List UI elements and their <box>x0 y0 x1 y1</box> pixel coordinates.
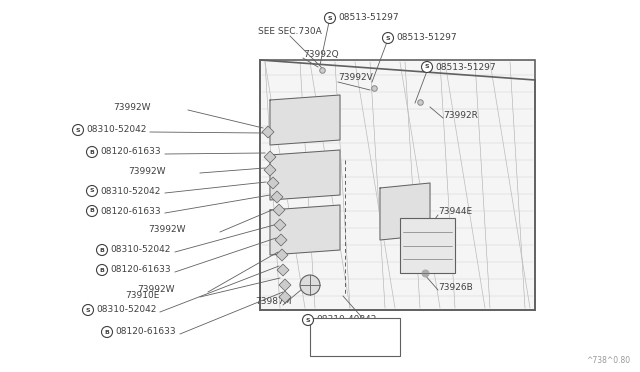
Text: 08513-51297: 08513-51297 <box>396 33 456 42</box>
Text: B: B <box>100 247 104 253</box>
Polygon shape <box>264 164 276 176</box>
Text: 73992V: 73992V <box>338 74 372 83</box>
Circle shape <box>86 205 97 217</box>
Circle shape <box>324 13 335 23</box>
Text: B: B <box>100 267 104 273</box>
Text: 08310-52042: 08310-52042 <box>110 246 170 254</box>
Text: SEE SEC.730A: SEE SEC.730A <box>258 28 322 36</box>
Text: 08120-61633: 08120-61633 <box>100 148 161 157</box>
Circle shape <box>97 264 108 276</box>
Text: S: S <box>328 16 332 20</box>
Bar <box>400 218 455 273</box>
Circle shape <box>300 275 320 295</box>
Circle shape <box>86 186 97 196</box>
Circle shape <box>83 305 93 315</box>
Text: 73987M: 73987M <box>255 298 291 307</box>
Text: 08310-40842: 08310-40842 <box>316 315 376 324</box>
Circle shape <box>97 244 108 256</box>
Polygon shape <box>275 234 287 246</box>
Text: 08310-52042: 08310-52042 <box>86 125 147 135</box>
Polygon shape <box>279 291 291 303</box>
Text: B: B <box>90 150 95 154</box>
Circle shape <box>102 327 113 337</box>
Polygon shape <box>262 126 274 138</box>
Text: 73992W: 73992W <box>148 225 186 234</box>
Polygon shape <box>276 249 288 261</box>
Text: 08120-61633: 08120-61633 <box>110 266 171 275</box>
Text: 73992W: 73992W <box>137 285 175 295</box>
Text: 73910E: 73910E <box>125 291 159 299</box>
Polygon shape <box>273 204 285 216</box>
Text: 73992R: 73992R <box>443 110 478 119</box>
Polygon shape <box>279 279 291 291</box>
Polygon shape <box>271 191 283 203</box>
Polygon shape <box>267 177 279 189</box>
Polygon shape <box>264 151 276 163</box>
Bar <box>310 318 400 356</box>
Polygon shape <box>277 264 289 276</box>
Circle shape <box>303 314 314 326</box>
Circle shape <box>86 147 97 157</box>
Text: 08120-61633: 08120-61633 <box>115 327 175 337</box>
Polygon shape <box>270 95 340 145</box>
Text: 73992W: 73992W <box>128 167 166 176</box>
Circle shape <box>383 32 394 44</box>
Text: S: S <box>76 128 80 132</box>
Circle shape <box>72 125 83 135</box>
Text: 08513-51297: 08513-51297 <box>338 13 399 22</box>
Polygon shape <box>380 183 430 240</box>
Text: S: S <box>425 64 429 70</box>
Text: ^738^0.80: ^738^0.80 <box>586 356 630 365</box>
Polygon shape <box>260 60 535 310</box>
Text: 73944E: 73944E <box>438 208 472 217</box>
Text: 73910Q: 73910Q <box>327 343 363 352</box>
Text: 08310-52042: 08310-52042 <box>96 305 156 314</box>
Text: S: S <box>386 35 390 41</box>
Text: 73926B: 73926B <box>438 283 473 292</box>
Circle shape <box>422 61 433 73</box>
Text: 08310-52042: 08310-52042 <box>100 186 161 196</box>
Text: 08513-51297: 08513-51297 <box>435 62 495 71</box>
Text: S: S <box>86 308 90 312</box>
Text: 73992Q: 73992Q <box>303 51 339 60</box>
Polygon shape <box>270 205 340 255</box>
Text: B: B <box>104 330 109 334</box>
Text: B: B <box>90 208 95 214</box>
Polygon shape <box>270 150 340 200</box>
Text: 73992W: 73992W <box>113 103 150 112</box>
Text: S: S <box>306 317 310 323</box>
Text: S: S <box>90 189 94 193</box>
Text: 08120-61633: 08120-61633 <box>100 206 161 215</box>
Polygon shape <box>274 219 286 231</box>
